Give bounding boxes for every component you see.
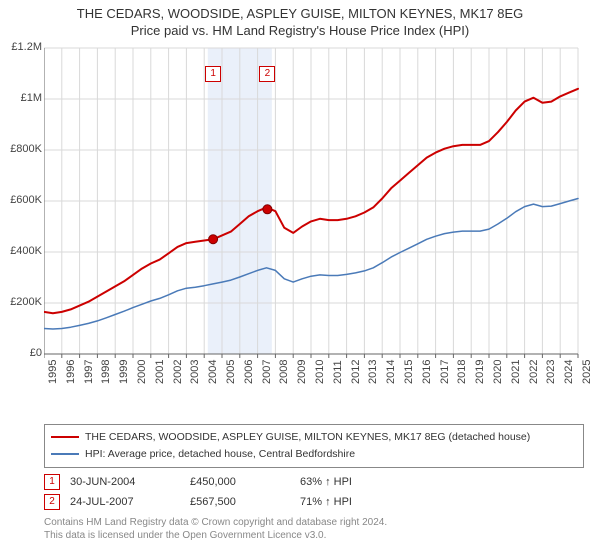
sales-row-2: 2 24-JUL-2007 £567,500 71% ↑ HPI [44,494,584,510]
chart-plot-area [44,44,584,384]
sale-hpi-2: 71% ↑ HPI [300,496,400,508]
chart-svg [44,44,584,384]
y-tick-label: £400K [4,245,42,257]
x-tick-label: 2020 [492,360,504,384]
x-tick-label: 2008 [278,360,290,384]
sale-price-2: £567,500 [190,496,290,508]
x-tick-label: 1995 [47,360,59,384]
x-tick-label: 2023 [545,360,557,384]
sale-number-2: 2 [44,494,60,510]
sales-table: 1 30-JUN-2004 £450,000 63% ↑ HPI 2 24-JU… [44,474,584,510]
chart-subtitle: Price paid vs. HM Land Registry's House … [0,23,600,38]
x-tick-label: 2004 [207,360,219,384]
x-tick-label: 2021 [510,360,522,384]
sales-row-1: 1 30-JUN-2004 £450,000 63% ↑ HPI [44,474,584,490]
footer-line-1: Contains HM Land Registry data © Crown c… [44,516,584,529]
y-tick-label: £0 [4,347,42,359]
x-tick-label: 2018 [456,360,468,384]
x-tick-label: 2014 [385,360,397,384]
chart-container: THE CEDARS, WOODSIDE, ASPLEY GUISE, MILT… [0,0,600,560]
sale-callout-2: 2 [259,66,275,82]
x-tick-label: 2024 [563,360,575,384]
sale-date-1: 30-JUN-2004 [70,476,180,488]
legend-label-1: THE CEDARS, WOODSIDE, ASPLEY GUISE, MILT… [85,429,530,446]
chart-title-address: THE CEDARS, WOODSIDE, ASPLEY GUISE, MILT… [0,6,600,21]
x-tick-label: 2019 [474,360,486,384]
legend-box: THE CEDARS, WOODSIDE, ASPLEY GUISE, MILT… [44,424,584,468]
x-tick-label: 1996 [65,360,77,384]
x-tick-label: 2007 [261,360,273,384]
x-tick-label: 2022 [528,360,540,384]
legend-swatch-1 [51,436,79,438]
sale-price-1: £450,000 [190,476,290,488]
sale-date-2: 24-JUL-2007 [70,496,180,508]
x-tick-label: 2010 [314,360,326,384]
x-tick-label: 2001 [154,360,166,384]
legend-row-2: HPI: Average price, detached house, Cent… [51,446,577,463]
x-tick-label: 1997 [83,360,95,384]
x-tick-label: 2025 [581,360,593,384]
title-block: THE CEDARS, WOODSIDE, ASPLEY GUISE, MILT… [0,0,600,38]
x-tick-label: 2015 [403,360,415,384]
legend-label-2: HPI: Average price, detached house, Cent… [85,446,355,463]
x-tick-label: 2017 [439,360,451,384]
x-tick-label: 2013 [367,360,379,384]
legend-swatch-2 [51,453,79,455]
x-tick-label: 2012 [350,360,362,384]
footer-line-2: This data is licensed under the Open Gov… [44,529,584,542]
x-tick-label: 2011 [332,360,344,384]
x-tick-label: 2005 [225,360,237,384]
sale-hpi-1: 63% ↑ HPI [300,476,400,488]
x-tick-label: 2009 [296,360,308,384]
x-tick-label: 2016 [421,360,433,384]
x-tick-label: 2003 [189,360,201,384]
x-tick-label: 2000 [136,360,148,384]
y-tick-label: £200K [4,296,42,308]
y-tick-label: £1.2M [4,41,42,53]
x-tick-label: 2006 [243,360,255,384]
y-tick-label: £1M [4,92,42,104]
y-tick-label: £800K [4,143,42,155]
sale-number-1: 1 [44,474,60,490]
x-tick-label: 1999 [118,360,130,384]
legend-footer-block: THE CEDARS, WOODSIDE, ASPLEY GUISE, MILT… [44,424,584,542]
legend-row-1: THE CEDARS, WOODSIDE, ASPLEY GUISE, MILT… [51,429,577,446]
x-tick-label: 1998 [100,360,112,384]
y-tick-label: £600K [4,194,42,206]
sale-callout-1: 1 [205,66,221,82]
x-tick-label: 2002 [172,360,184,384]
footer-note: Contains HM Land Registry data © Crown c… [44,516,584,542]
